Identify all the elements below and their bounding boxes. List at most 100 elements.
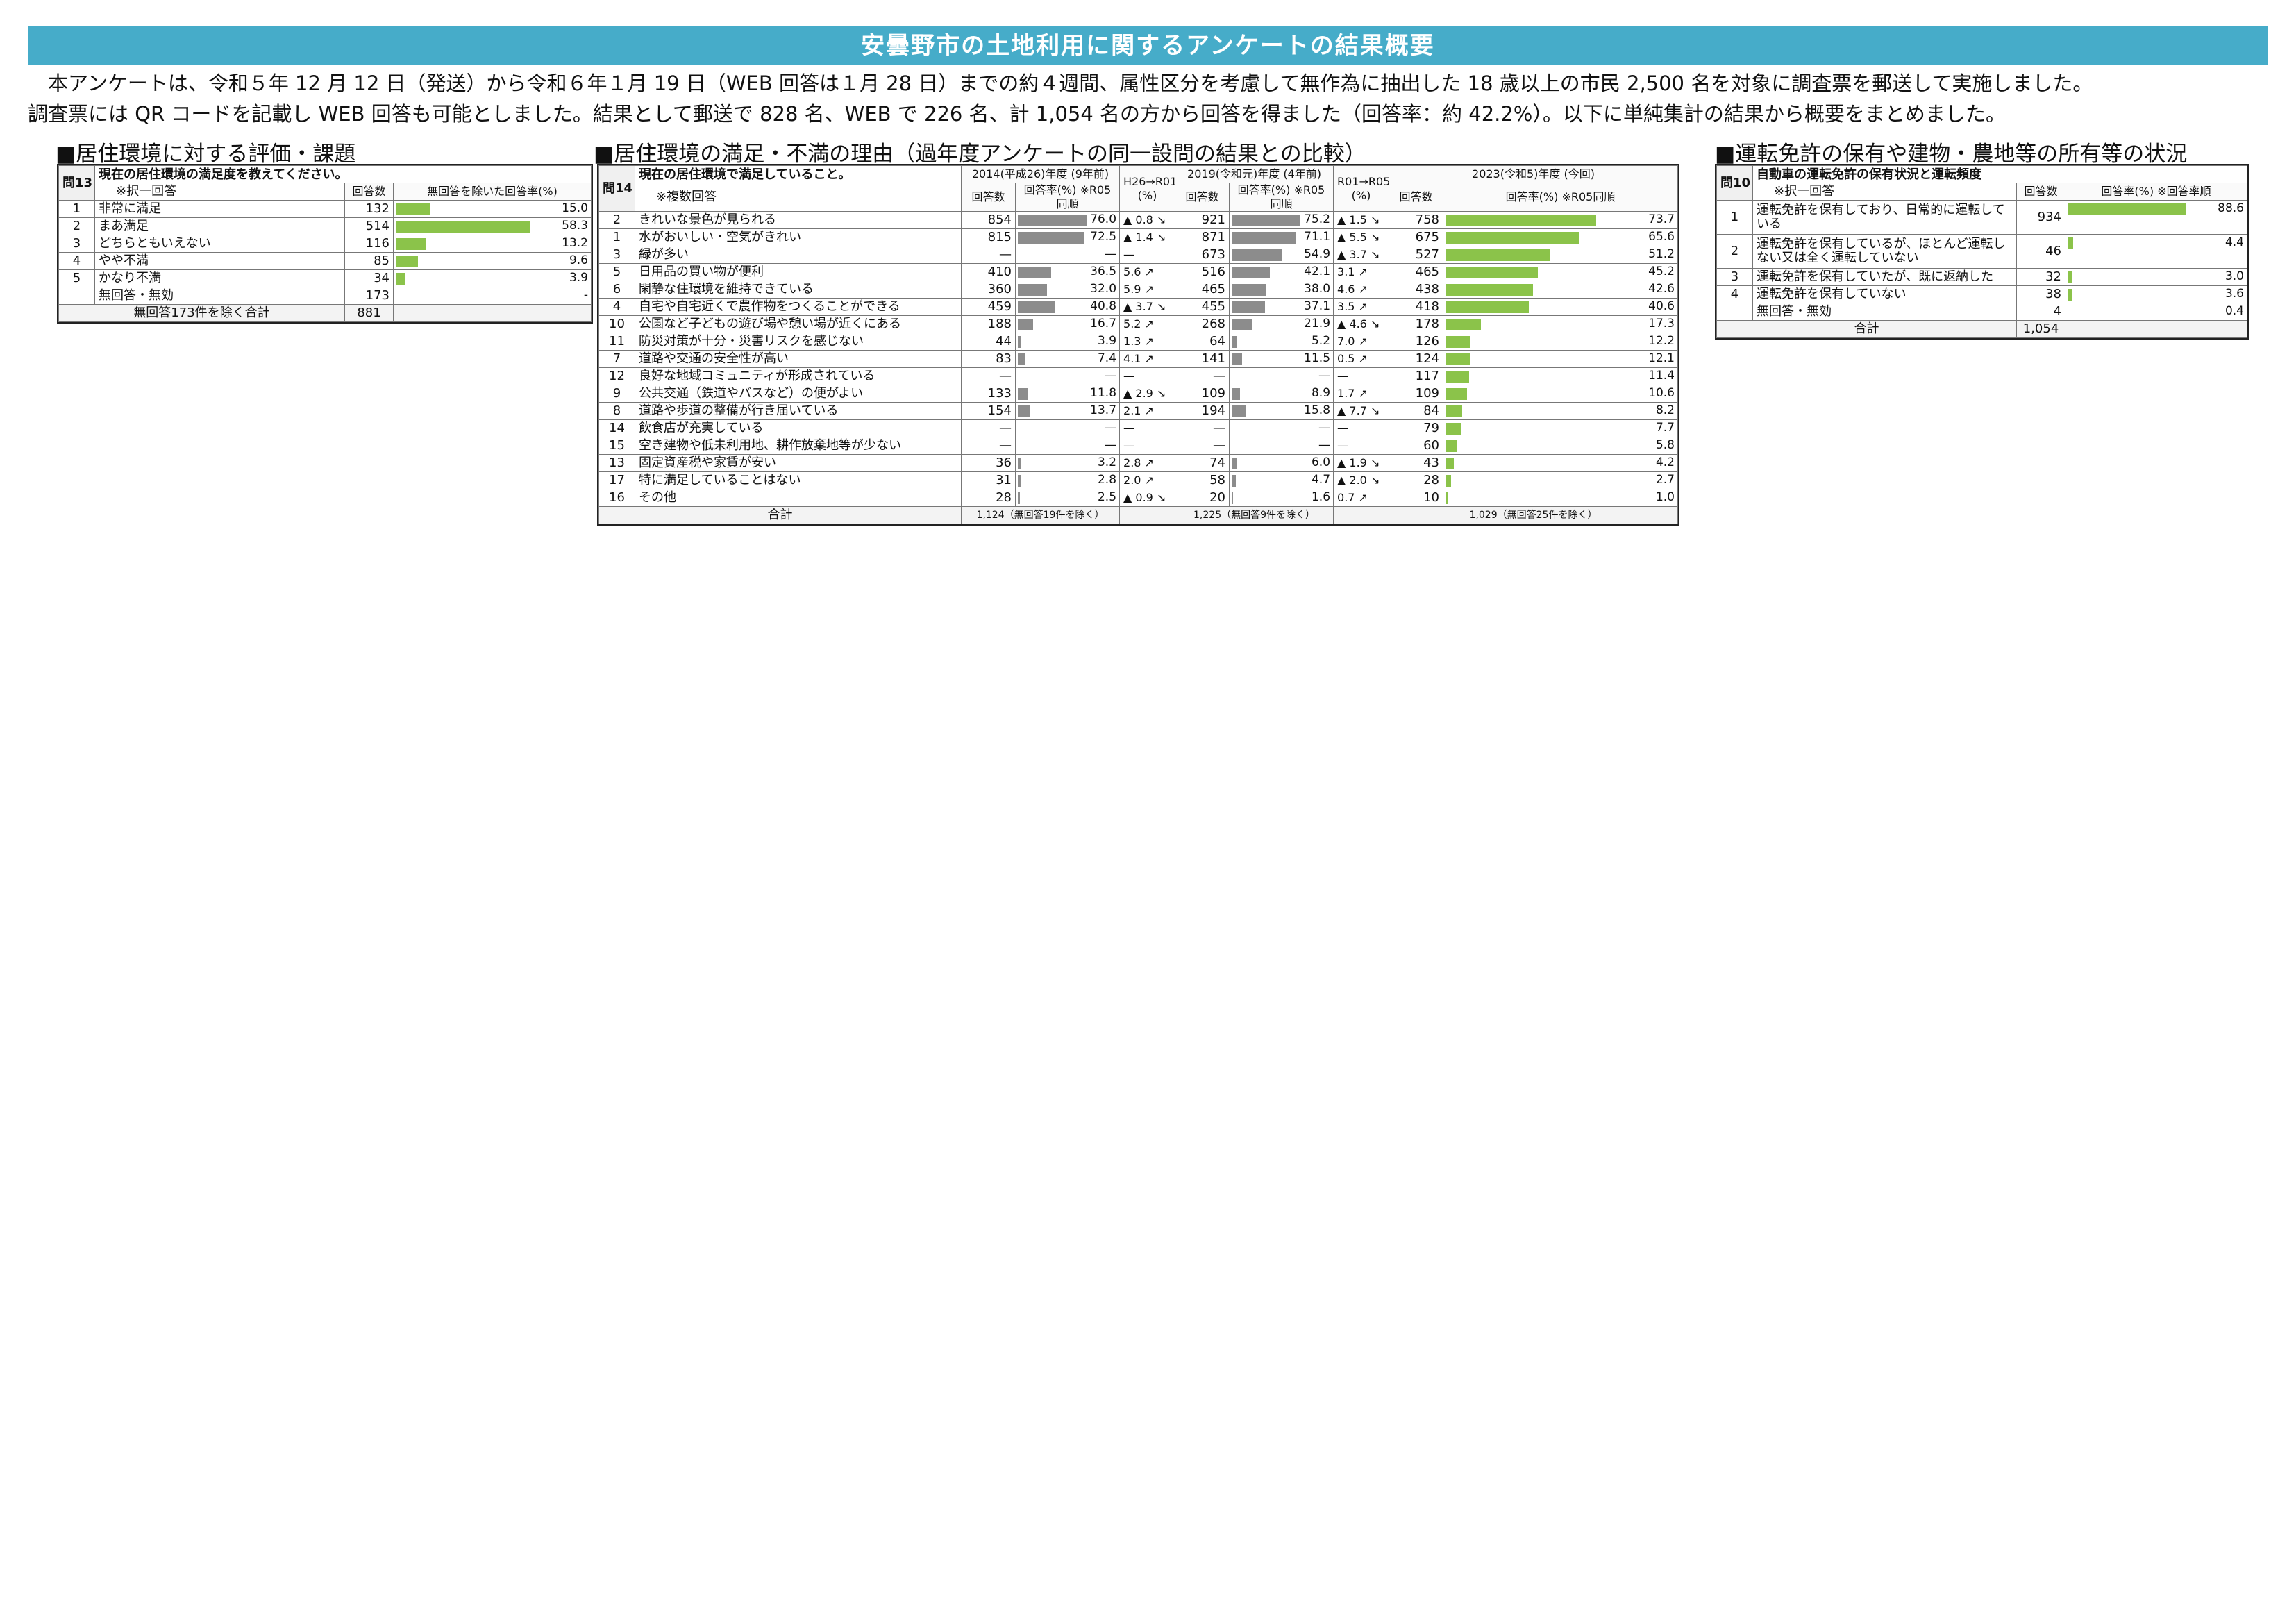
table-row: 3 運転免許を保有していたが、既に返納した 32 3.0 [1716, 268, 2247, 286]
q14-row-code: 12 [598, 367, 635, 385]
q14-row-rate-2023-bar [1446, 284, 1533, 296]
q13-row-rate-value: 9.6 [569, 253, 588, 267]
q14-row-rate-2014: 3.2 [1014, 454, 1121, 472]
q13-row-code [58, 287, 95, 305]
q10-note: ※択一回答 [1752, 183, 2017, 201]
q14-row-rate-2023: 4.2 [1443, 454, 1678, 472]
q13-row-code: 3 [58, 235, 95, 253]
q14-rows: 2 きれいな景色が見られる 854 76.0 ▲ 0.8 ↘ 921 75.2 ▲ 1.5 ↘… [598, 211, 1678, 507]
q14-row-rate-2023-value: 42.6 [1648, 282, 1675, 296]
q14-row-rate-2023-value: 17.3 [1648, 317, 1675, 330]
table-row: 2 まあ満足 514 58.3 [58, 217, 592, 235]
q13-table: 問13 現在の居住環境の満足度を教えてください。 ※択一回答 回答数 無回答を除… [57, 164, 593, 324]
q14-row-rate-2014-value: 3.9 [1097, 334, 1117, 348]
table-row: 3 どちらともいえない 116 13.2 [58, 235, 592, 253]
q14-row-rate-2023-value: 5.8 [1655, 438, 1675, 452]
q14-year-2019: 2019(令和元)年度 (4年前) [1175, 165, 1334, 183]
q14-row-change-1: — [1119, 367, 1176, 385]
q14-row-rate-2023-bar [1446, 458, 1455, 469]
q14-row-rate-2019: 21.9 [1229, 315, 1334, 333]
q13-row-count: 132 [344, 200, 394, 218]
q14-row-rate-2014-bar [1018, 388, 1029, 400]
q14-row-rate-2014-bar [1018, 319, 1033, 330]
table-row: 10 公園など子どもの遊び場や憩い場が近くにある 188 16.7 5.2 ↗ 268 21… [598, 315, 1678, 333]
q14-row-rate-2014: 3.9 [1014, 333, 1121, 351]
q10-col-count: 回答数 [2016, 183, 2065, 201]
q14-row-rate-2023: 12.1 [1443, 350, 1678, 368]
q13-row-rate-bar [396, 203, 430, 215]
q14-row-rate-2019-bar [1232, 301, 1266, 313]
intro-line-2: 調査票には QR コードを記載し WEB 回答も可能としました。結果として郵送で… [28, 102, 2006, 126]
q14-row-rate-2014: 16.7 [1014, 315, 1121, 333]
q14-row-rate-2019: 8.9 [1229, 385, 1334, 403]
q14-row-change-2: ▲ 3.7 ↘ [1333, 246, 1390, 264]
q14-row-rate-2023-value: 7.7 [1655, 421, 1675, 435]
q14-row-code: 14 [598, 419, 635, 437]
q14-number: 問14 [598, 165, 635, 212]
table-row: 2 運転免許を保有しているが、ほとんど運転しない又は全く運転していない 46 4.4 [1716, 234, 2247, 269]
q14-row-rate-2023: 11.4 [1443, 367, 1678, 385]
table-row: 9 公共交通（鉄道やバスなど）の便がよい 133 11.8 ▲ 2.9 ↘ 109 8.9 1… [598, 385, 1678, 403]
q13-row-count: 116 [344, 235, 394, 253]
q13-question: 現在の居住環境の満足度を教えてください。 [94, 165, 592, 183]
q14-row-rate-2014: — [1014, 437, 1121, 455]
q14-row-count-2023: 28 [1389, 471, 1444, 489]
q14-row-change-2: ▲ 2.0 ↘ [1333, 471, 1390, 489]
q14-row-code: 1 [598, 228, 635, 246]
q13-row-rate: 9.6 [393, 252, 592, 270]
q14-row-label: 水がおいしい・空気がきれい [635, 228, 962, 246]
q14-row-rate-2023-bar [1446, 267, 1539, 278]
q14-row-rate-2014-bar [1018, 267, 1051, 278]
q10-total-label: 合計 [1716, 320, 2017, 338]
q10-row-count: 46 [2016, 234, 2065, 269]
q14-row-rate-2019-value: 54.9 [1304, 247, 1331, 261]
q14-row-label: 特に満足していることはない [635, 471, 962, 489]
q14-row-count-2023: 126 [1389, 333, 1444, 351]
q14-row-rate-2019: 11.5 [1229, 350, 1334, 368]
q14-row-rate-2014: 72.5 [1014, 228, 1121, 246]
q14-row-rate-2019-value: 1.6 [1311, 490, 1331, 504]
q10-row-code: 3 [1716, 268, 1753, 286]
table-row: 11 防災対策が十分・災害リスクを感じない 44 3.9 1.3 ↗ 64 5.2 7.0 ↗… [598, 333, 1678, 351]
q10-row-rate: 3.0 [2065, 268, 2247, 286]
table-row: 13 固定資産税や家賃が安い 36 3.2 2.8 ↗ 74 6.0 ▲ 1.9 ↘ 43 4.2 [598, 454, 1678, 472]
q14-row-rate-2014-value: 2.8 [1097, 473, 1117, 487]
q13-col-count: 回答数 [344, 183, 394, 201]
q14-row-change-1: ▲ 0.9 ↘ [1119, 489, 1176, 507]
q14-row-rate-2023-bar [1446, 371, 1469, 383]
q14-row-change-1: ▲ 0.8 ↘ [1119, 211, 1176, 229]
q14-col-count-3: 回答数 [1389, 183, 1444, 212]
q14-row-rate-2019: 4.7 [1229, 471, 1334, 489]
table-row: 1 水がおいしい・空気がきれい 815 72.5 ▲ 1.4 ↘ 871 71.1 ▲ 5.5… [598, 228, 1678, 246]
q14-row-count-2014: 83 [961, 350, 1016, 368]
q14-row-rate-2023: 1.0 [1443, 489, 1678, 507]
q14-question: 現在の居住環境で満足していること。 [635, 165, 962, 183]
q10-row-code [1716, 303, 1753, 321]
q14-row-rate-2023-bar [1446, 405, 1463, 417]
q13-rows: 1 非常に満足 132 15.0 2 まあ満足 514 58.3 3 どちらともいえない 116 13… [58, 200, 592, 305]
q10-row-rate-value: 3.0 [2224, 269, 2244, 283]
q14-table: 問14 現在の居住環境で満足していること。 2014(平成26)年度 (9年前)… [597, 164, 1679, 526]
q14-row-rate-2019-bar [1232, 215, 1300, 226]
q14-row-rate-2014-value: 16.7 [1090, 317, 1117, 330]
q14-row-rate-2023-value: 10.6 [1648, 386, 1675, 400]
q14-row-rate-2019-bar [1232, 353, 1242, 365]
q13-row-label: 無回答・無効 [94, 287, 345, 305]
q10-row-count: 32 [2016, 268, 2065, 286]
q14-row-count-2023: 84 [1389, 402, 1444, 420]
q14-year-2014: 2014(平成26)年度 (9年前) [960, 165, 1121, 183]
q14-row-rate-2014-bar [1018, 232, 1084, 244]
q14-row-rate-2023: 5.8 [1443, 437, 1678, 455]
q14-row-rate-2014-bar [1018, 492, 1021, 504]
q14-row-count-2014: 154 [961, 402, 1016, 420]
q14-row-rate-2014-bar [1018, 405, 1030, 417]
q10-row-rate: 4.4 [2065, 234, 2247, 269]
q13-row-code: 4 [58, 252, 95, 270]
q14-row-rate-2014-value: — [1105, 247, 1117, 261]
q14-row-rate-2019-value: 8.9 [1311, 386, 1331, 400]
q13-row-rate: 58.3 [393, 217, 592, 235]
q14-row-code: 3 [598, 246, 635, 264]
q14-row-count-2019: 194 [1175, 402, 1230, 420]
q14-row-change-2: 0.5 ↗ [1333, 350, 1390, 368]
q14-row-count-2023: 675 [1389, 228, 1444, 246]
